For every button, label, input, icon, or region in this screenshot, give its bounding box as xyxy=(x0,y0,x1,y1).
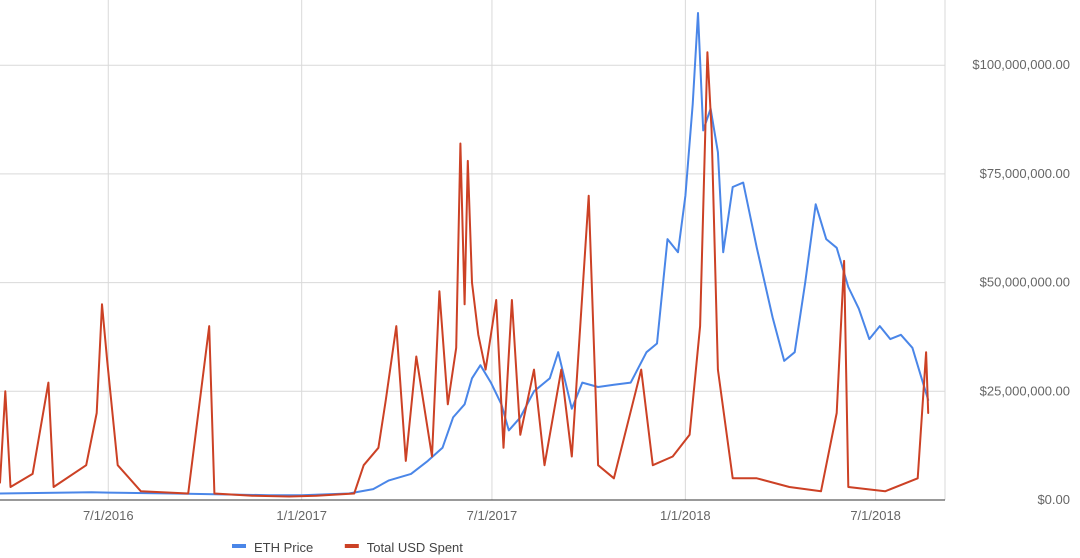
y-tick-label-0: $0.00 xyxy=(1037,492,1070,507)
x-tick-label-4: 7/1/2018 xyxy=(850,508,901,523)
legend-label-eth-price: ETH Price xyxy=(254,540,313,555)
x-tick-label-0: 7/1/2016 xyxy=(83,508,134,523)
legend-swatch-total-usd-spent xyxy=(344,544,359,548)
legend: ETH Price Total USD Spent xyxy=(232,540,463,555)
x-tick-label-2: 7/1/2017 xyxy=(467,508,518,523)
x-tick-label-3: 1/1/2018 xyxy=(660,508,711,523)
y-tick-label-2: $50,000,000.00 xyxy=(980,275,1070,290)
x-tick-label-1: 1/1/2017 xyxy=(276,508,327,523)
series-layer xyxy=(0,12,930,498)
legend-swatch-eth-price xyxy=(232,544,246,548)
series-line-total-usd-spent xyxy=(0,51,930,498)
y-tick-label-1: $25,000,000.00 xyxy=(980,383,1070,398)
axis-layer: 7/1/2016 1/1/2017 7/1/2017 1/1/2018 7/1/2018… xyxy=(0,57,1070,523)
y-tick-label-4: $100,000,000.00 xyxy=(972,57,1070,72)
grid-layer xyxy=(0,0,946,500)
series-line-eth-price xyxy=(0,12,930,497)
legend-label-total-usd-spent: Total USD Spent xyxy=(367,540,463,555)
y-tick-label-3: $75,000,000.00 xyxy=(980,166,1070,181)
